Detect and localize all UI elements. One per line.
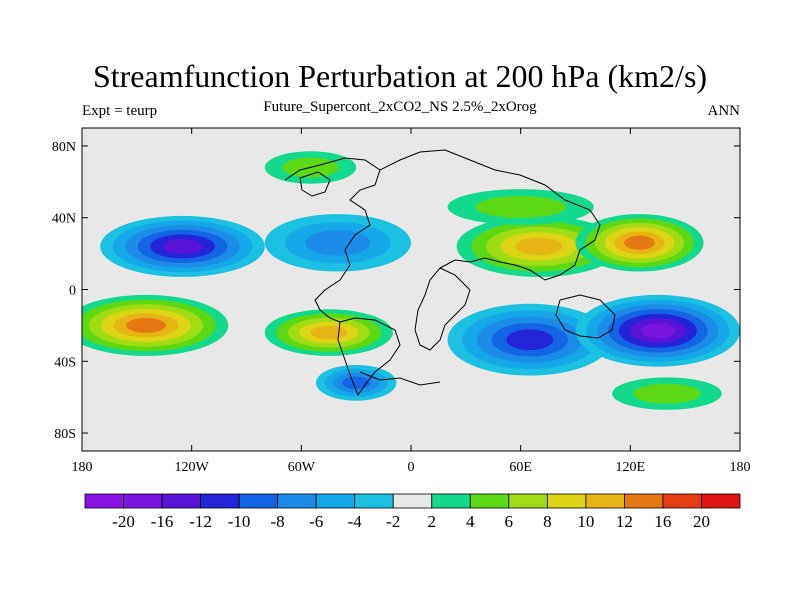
coastline-africa [414,267,471,351]
colorbar-label-12: 10 [577,512,594,531]
colorbar-box-6 [315,493,356,509]
contour-band-10-1 [475,196,566,218]
contour-fields [82,151,740,410]
contour-band-7-6 [640,323,676,339]
x-tick-label-0: 180 [72,460,93,475]
colorbar-label-15: 20 [693,512,710,531]
colorbar-box-0 [84,493,124,509]
y-tick-label-4: 80S [54,427,76,442]
colorbar-box-7 [354,493,394,509]
colorbar-label-1: -16 [151,512,174,531]
colorbar-box-1 [123,493,163,509]
colorbar-label-0: -20 [112,512,135,531]
contour-band-11-1 [633,383,701,404]
season-label: ANN [707,103,741,119]
colorbar-label-14: 16 [654,512,671,531]
colorbar-label-3: -10 [228,512,251,531]
coastline-greenland [299,171,331,197]
colorbar-label-2: -12 [189,512,212,531]
page-title: Streamfunction Perturbation at 200 hPa (… [92,58,708,94]
colorbar-label-11: 8 [543,512,552,531]
contour-band-5-5 [624,235,655,250]
coastline-south-america [337,317,401,397]
contour-band-0-5 [162,239,203,254]
y-tick-label-1: 40N [52,212,76,227]
x-tick-label-6: 180 [730,460,751,475]
colorbar-label-5: -6 [309,512,323,531]
contour-band-6-4 [506,329,554,351]
colorbar-label-10: 6 [505,512,514,531]
colorbar-label-6: -4 [348,512,363,531]
coastline-antarctic-peninsula [359,371,441,386]
y-tick-label-0: 80N [52,140,76,155]
contour-band-2-5 [126,318,166,333]
colorbar-box-12 [546,493,587,509]
colorbar-label-13: 12 [616,512,633,531]
contour-band-8-3 [342,376,371,389]
colorbar-label-7: -2 [386,512,400,531]
x-tick-label-5: 120E [616,460,646,475]
colorbar-box-13 [585,493,625,509]
coastline-australia [555,294,616,339]
axes: 180 120W 60W 0 60E 120E 180 80N 40N 0 40S 80S [52,128,751,475]
colorbar-box-9 [431,493,471,509]
colorbar-box-3 [200,493,240,509]
colorbar-box-14 [624,493,664,509]
colorbar-label-4: -8 [271,512,285,531]
colorbar-box-8 [392,493,433,509]
contour-band-4-4 [515,237,563,256]
coastlines [284,149,616,397]
contour-band-1-2 [305,230,371,256]
colorbar-box-11 [508,493,548,509]
colorbar-label-8: 2 [428,512,437,531]
colorbar-box-4 [238,493,279,509]
colorbar-box-16 [701,493,741,509]
coastline-north-america [284,157,381,323]
colorbar: -20 -16 -12 -10 -8 -6 -4 -2 2 4 6 8 10 12 16 20 [84,493,741,531]
colorbar-box-2 [161,493,201,509]
coastline-eurasia [379,149,601,281]
colorbar-box-5 [277,493,317,509]
x-tick-label-3: 0 [408,460,415,475]
experiment-subtitle: Future_Supercont_2xCO2_NS 2.5%_2xOrog [263,99,537,115]
x-tick-label-1: 120W [175,460,210,475]
x-tick-label-2: 60W [288,460,316,475]
y-tick-label-2: 0 [69,284,76,299]
y-tick-label-3: 40S [54,355,76,370]
colorbar-label-9: 4 [466,512,475,531]
contour-band-3-4 [310,325,348,340]
colorbar-box-10 [469,493,510,509]
experiment-label: Expt = teurp [82,103,158,119]
colorbar-box-15 [662,493,702,509]
x-tick-label-4: 60E [509,460,532,475]
